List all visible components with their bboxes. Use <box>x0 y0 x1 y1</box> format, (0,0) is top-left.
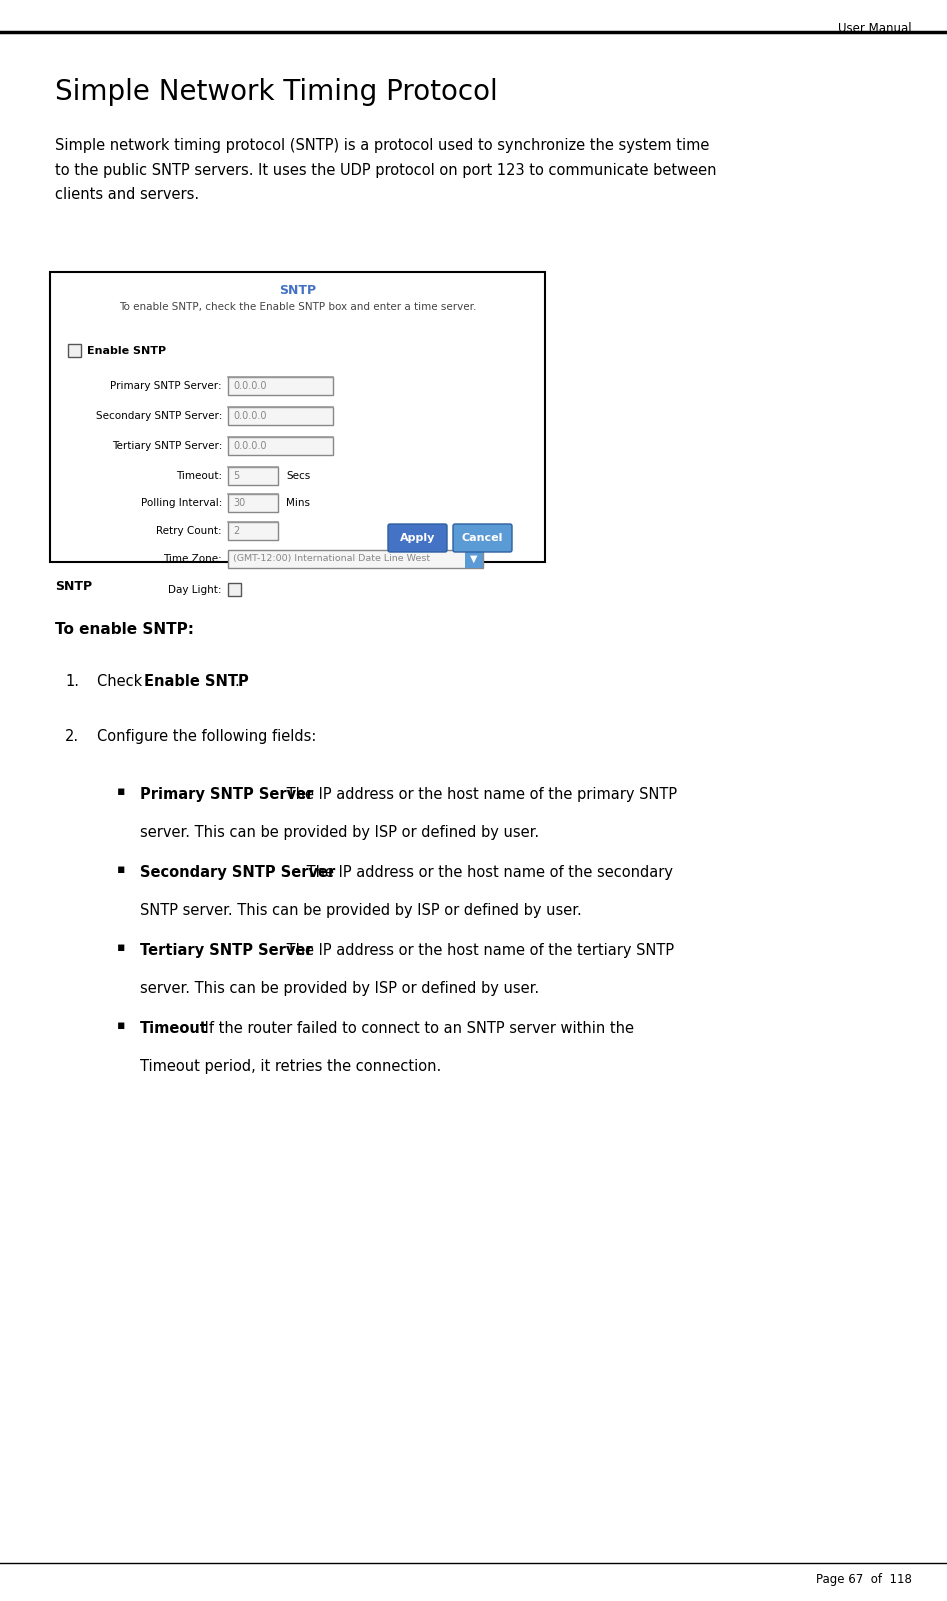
Text: Secondary SNTP Server: Secondary SNTP Server <box>140 865 335 881</box>
Text: Primary SNTP Server:: Primary SNTP Server: <box>111 381 222 391</box>
Bar <box>228 437 333 455</box>
Text: ▪: ▪ <box>117 1018 126 1033</box>
Text: SNTP: SNTP <box>279 283 316 298</box>
Text: (GMT-12:00) International Date Line West: (GMT-12:00) International Date Line West <box>233 554 430 564</box>
Text: Tertiary SNTP Server: Tertiary SNTP Server <box>140 943 313 957</box>
Text: Enable SNTP: Enable SNTP <box>87 346 166 355</box>
Text: To enable SNTP, check the Enable SNTP box and enter a time server.: To enable SNTP, check the Enable SNTP bo… <box>118 303 476 312</box>
Text: 0.0.0.0: 0.0.0.0 <box>233 381 266 391</box>
Text: Configure the following fields:: Configure the following fields: <box>97 728 316 744</box>
Text: Mins: Mins <box>286 498 310 508</box>
Text: Secs: Secs <box>286 471 311 480</box>
Bar <box>465 551 483 568</box>
Bar <box>228 583 241 596</box>
Bar <box>228 376 333 395</box>
FancyBboxPatch shape <box>50 272 545 562</box>
Text: 2: 2 <box>233 527 240 536</box>
Text: If the router failed to connect to an SNTP server within the: If the router failed to connect to an SN… <box>200 1021 634 1036</box>
Bar <box>228 522 278 540</box>
Text: Time Zone:: Time Zone: <box>163 554 222 564</box>
Bar <box>228 467 278 485</box>
Text: Simple network timing protocol (SNTP) is a protocol used to synchronize the syst: Simple network timing protocol (SNTP) is… <box>55 138 717 202</box>
Text: ▪: ▪ <box>117 863 126 876</box>
Bar <box>228 495 278 512</box>
Text: User Manual: User Manual <box>838 22 912 35</box>
Text: Timeout: Timeout <box>140 1021 208 1036</box>
Text: Timeout period, it retries the connection.: Timeout period, it retries the connectio… <box>140 1058 441 1074</box>
Text: Day Light:: Day Light: <box>169 584 222 596</box>
Text: To enable SNTP:: To enable SNTP: <box>55 623 194 637</box>
Text: 0.0.0.0: 0.0.0.0 <box>233 411 266 421</box>
Text: Primary SNTP Server: Primary SNTP Server <box>140 788 313 802</box>
Text: Check: Check <box>97 674 147 688</box>
Bar <box>228 551 483 568</box>
Text: Polling Interval:: Polling Interval: <box>140 498 222 508</box>
Text: server. This can be provided by ISP or defined by user.: server. This can be provided by ISP or d… <box>140 825 539 841</box>
Text: 0.0.0.0: 0.0.0.0 <box>233 440 266 451</box>
Text: .: . <box>234 674 239 688</box>
FancyBboxPatch shape <box>388 524 447 552</box>
Text: 1.: 1. <box>65 674 79 688</box>
Text: Page 67  of  118: Page 67 of 118 <box>816 1574 912 1587</box>
Text: ▪: ▪ <box>117 784 126 797</box>
Text: Tertiary SNTP Server:: Tertiary SNTP Server: <box>112 440 222 451</box>
Text: server. This can be provided by ISP or defined by user.: server. This can be provided by ISP or d… <box>140 981 539 996</box>
Text: ▪: ▪ <box>117 941 126 954</box>
Text: SNTP: SNTP <box>55 580 92 592</box>
FancyBboxPatch shape <box>453 524 512 552</box>
Text: Apply: Apply <box>400 533 436 543</box>
Text: The IP address or the host name of the secondary: The IP address or the host name of the s… <box>302 865 673 881</box>
Text: Retry Count:: Retry Count: <box>156 527 222 536</box>
Bar <box>228 407 333 424</box>
Text: Enable SNTP: Enable SNTP <box>144 674 249 688</box>
Text: 5: 5 <box>233 471 240 480</box>
Bar <box>68 344 81 357</box>
Text: Secondary SNTP Server:: Secondary SNTP Server: <box>96 411 222 421</box>
Text: Cancel: Cancel <box>462 533 503 543</box>
Text: Timeout:: Timeout: <box>176 471 222 480</box>
Text: 30: 30 <box>233 498 245 508</box>
Text: Simple Network Timing Protocol: Simple Network Timing Protocol <box>55 78 498 106</box>
Text: The IP address or the host name of the primary SNTP: The IP address or the host name of the p… <box>282 788 677 802</box>
Text: ▼: ▼ <box>471 554 477 564</box>
Text: 2.: 2. <box>65 728 80 744</box>
Text: SNTP server. This can be provided by ISP or defined by user.: SNTP server. This can be provided by ISP… <box>140 903 581 917</box>
Text: The IP address or the host name of the tertiary SNTP: The IP address or the host name of the t… <box>282 943 674 957</box>
